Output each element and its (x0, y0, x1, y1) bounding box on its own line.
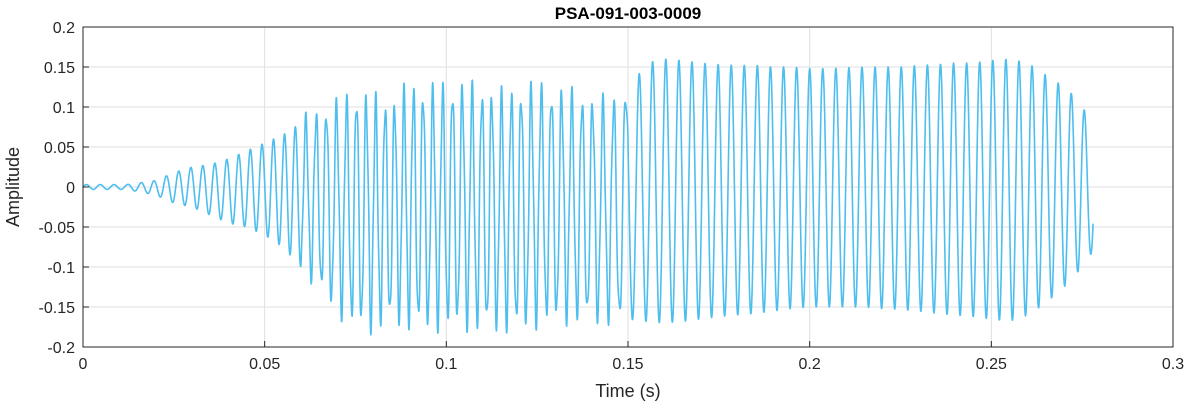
x-axis-label: Time (s) (595, 381, 660, 401)
x-tick-label: 0.3 (1162, 356, 1184, 373)
y-tick-label: -0.05 (39, 220, 76, 237)
y-tick-label: 0.2 (53, 20, 75, 37)
y-tick-label: 0.1 (53, 100, 75, 117)
y-tick-label: -0.1 (47, 260, 75, 277)
x-tick-label: 0 (79, 356, 88, 373)
y-axis-label: Amplitude (3, 147, 23, 227)
signal-line (82, 58, 1094, 336)
x-axis-ticks: 0 0.05 0.1 0.15 0.2 0.25 0.3 (79, 341, 1184, 373)
x-tick-label: 0.15 (612, 356, 643, 373)
y-tick-label: 0 (66, 180, 75, 197)
y-axis-ticks: 0.2 0.15 0.1 0.05 0 -0.05 -0.1 -0.15 -0.2 (39, 20, 89, 357)
y-tick-label: -0.2 (47, 340, 75, 357)
x-tick-label: 0.2 (799, 356, 821, 373)
x-tick-label: 0.05 (249, 356, 280, 373)
y-tick-label: 0.15 (44, 60, 75, 77)
x-tick-label: 0.25 (976, 356, 1007, 373)
x-tick-label: 0.1 (435, 356, 457, 373)
chart-title: PSA-091-003-0009 (555, 4, 701, 23)
y-tick-label: 0.05 (44, 140, 75, 157)
y-tick-label: -0.15 (39, 300, 76, 317)
